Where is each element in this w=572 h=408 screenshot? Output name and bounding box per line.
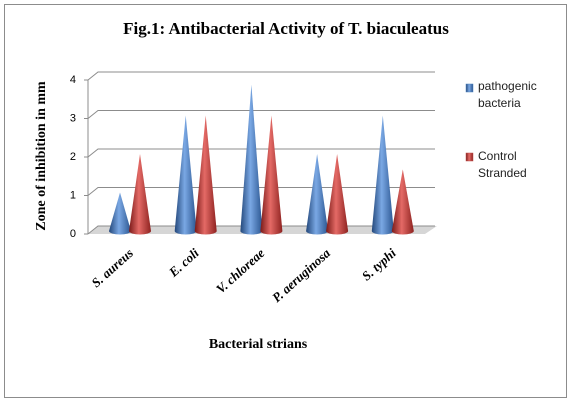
chart-title: Fig.1: Antibacterial Activity of T. biac… [123, 19, 449, 38]
y-tick-label: 1 [70, 189, 76, 201]
y-axis-label: Zone of inhibition in mm [34, 81, 49, 231]
grid-line [87, 187, 435, 196]
grid-line [87, 148, 435, 158]
cone [391, 169, 414, 235]
cone [326, 154, 349, 235]
chart-border [4, 4, 567, 398]
cone [260, 115, 283, 235]
legend-swatch [465, 152, 474, 162]
cone [129, 154, 151, 235]
legend-label: pathogenic bacteria [478, 79, 537, 110]
x-axis-label: Bacterial strians [209, 337, 308, 352]
y-tick-label: 0 [70, 228, 76, 240]
cone [194, 115, 217, 235]
cone [174, 115, 197, 235]
cone [306, 154, 329, 235]
cone [240, 84, 263, 235]
y-tick-label: 2 [70, 151, 76, 163]
grid-line [87, 71, 435, 81]
y-tick-label: 3 [70, 112, 76, 124]
grid-line [87, 110, 435, 119]
cone [371, 115, 394, 235]
y-tick-label: 4 [70, 74, 76, 86]
cone [109, 192, 131, 235]
legend-label: Control Stranded [478, 149, 527, 180]
legend-swatch [465, 83, 474, 93]
